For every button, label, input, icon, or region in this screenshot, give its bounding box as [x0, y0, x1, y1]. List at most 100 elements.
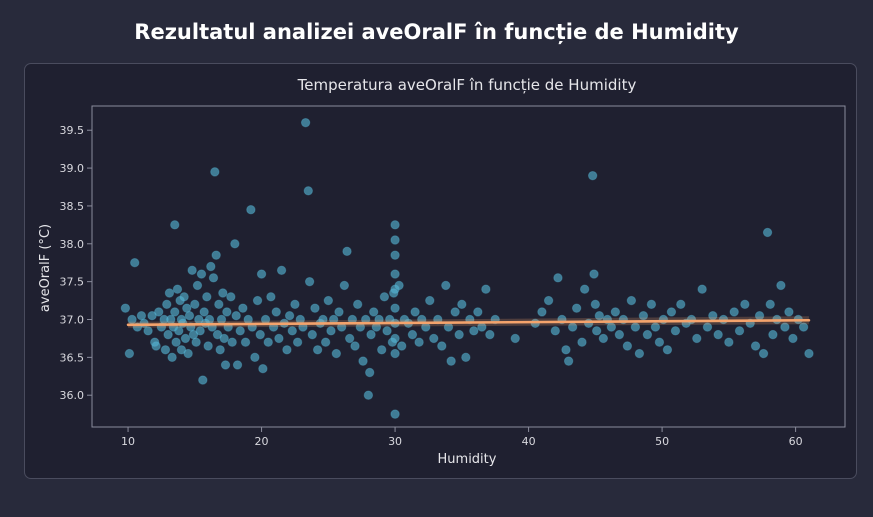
data-point: [170, 307, 180, 317]
data-point: [227, 337, 237, 347]
data-point: [414, 337, 424, 347]
data-point: [214, 299, 224, 310]
data-point: [183, 348, 193, 359]
data-point: [454, 329, 464, 340]
data-point: [350, 341, 360, 351]
data-point: [407, 329, 418, 340]
data-point: [130, 258, 140, 268]
data-point: [323, 295, 334, 306]
chart-card: Temperatura aveOralF în funcție de Humid…: [24, 63, 857, 479]
data-point: [390, 333, 400, 344]
data-point: [473, 307, 483, 317]
data-point: [312, 345, 323, 355]
data-point: [768, 329, 778, 340]
data-point: [263, 337, 273, 347]
data-point: [379, 292, 390, 302]
data-point: [162, 299, 172, 310]
data-point: [390, 220, 400, 230]
data-point: [724, 337, 734, 347]
data-point: [164, 288, 175, 298]
data-point: [231, 311, 241, 321]
data-point: [191, 337, 201, 347]
data-point: [222, 307, 232, 317]
data-point: [365, 367, 375, 378]
y-tick-label: 39.5: [60, 124, 85, 137]
data-point: [598, 333, 609, 344]
data-point: [339, 280, 350, 291]
data-point: [481, 284, 491, 294]
data-point: [390, 303, 400, 313]
data-point: [577, 337, 587, 347]
data-point: [163, 329, 173, 340]
data-point: [198, 375, 208, 385]
data-point: [563, 356, 574, 366]
data-point: [147, 311, 157, 321]
data-point: [246, 205, 256, 215]
data-point: [594, 311, 605, 321]
data-point: [215, 345, 225, 355]
data-point: [692, 333, 702, 344]
data-point: [441, 280, 451, 291]
x-tick-label: 60: [789, 435, 803, 448]
data-point: [180, 333, 191, 344]
data-point: [750, 341, 761, 351]
y-tick-label: 36.5: [60, 351, 85, 364]
data-point: [326, 326, 336, 336]
y-axis: 36.0 36.5 37.0 37.5 38.0 38.5 39.0 39.5: [60, 124, 92, 402]
data-point: [591, 326, 602, 336]
data-point: [390, 348, 400, 359]
data-point: [587, 170, 598, 181]
data-point: [461, 352, 471, 363]
data-point: [626, 295, 637, 306]
data-point: [469, 326, 479, 336]
data-point: [176, 345, 187, 355]
data-point: [190, 299, 200, 310]
data-point: [390, 409, 400, 419]
data-point: [143, 326, 153, 336]
data-point: [646, 299, 657, 310]
data-point: [179, 292, 189, 302]
data-point: [702, 322, 713, 332]
data-point: [331, 348, 342, 359]
data-point: [798, 322, 809, 332]
data-point: [196, 269, 207, 279]
data-point: [235, 326, 245, 336]
data-point: [780, 322, 790, 332]
data-point: [804, 348, 814, 359]
y-tick-label: 37.0: [60, 313, 85, 326]
data-point: [287, 326, 297, 336]
data-point: [758, 348, 769, 359]
data-point: [184, 311, 195, 321]
data-point: [208, 273, 219, 283]
x-tick-label: 50: [655, 435, 669, 448]
data-point: [342, 246, 352, 257]
data-point: [212, 329, 223, 340]
data-point: [182, 303, 192, 313]
data-point: [446, 356, 456, 366]
data-point: [762, 227, 773, 238]
data-point: [206, 261, 216, 272]
data-point: [202, 292, 212, 302]
data-point: [485, 329, 495, 340]
data-point: [784, 307, 794, 317]
data-point: [358, 356, 368, 366]
data-point: [369, 307, 379, 317]
data-point: [654, 337, 665, 347]
y-tick-label: 36.0: [60, 389, 85, 402]
page-title: Rezultatul analizei aveOralF în funcție …: [134, 20, 739, 44]
data-point: [120, 303, 131, 313]
data-point: [740, 299, 750, 310]
data-point: [220, 360, 231, 370]
data-point: [304, 276, 315, 287]
data-point: [219, 333, 229, 344]
data-point: [550, 326, 560, 336]
data-point: [187, 265, 197, 275]
data-point: [171, 337, 181, 347]
data-point: [344, 333, 355, 344]
data-point: [238, 303, 248, 313]
y-tick-label: 37.5: [60, 276, 85, 289]
x-tick-label: 10: [121, 435, 135, 448]
data-point: [390, 269, 400, 279]
data-point: [284, 311, 295, 321]
data-point: [252, 295, 263, 306]
